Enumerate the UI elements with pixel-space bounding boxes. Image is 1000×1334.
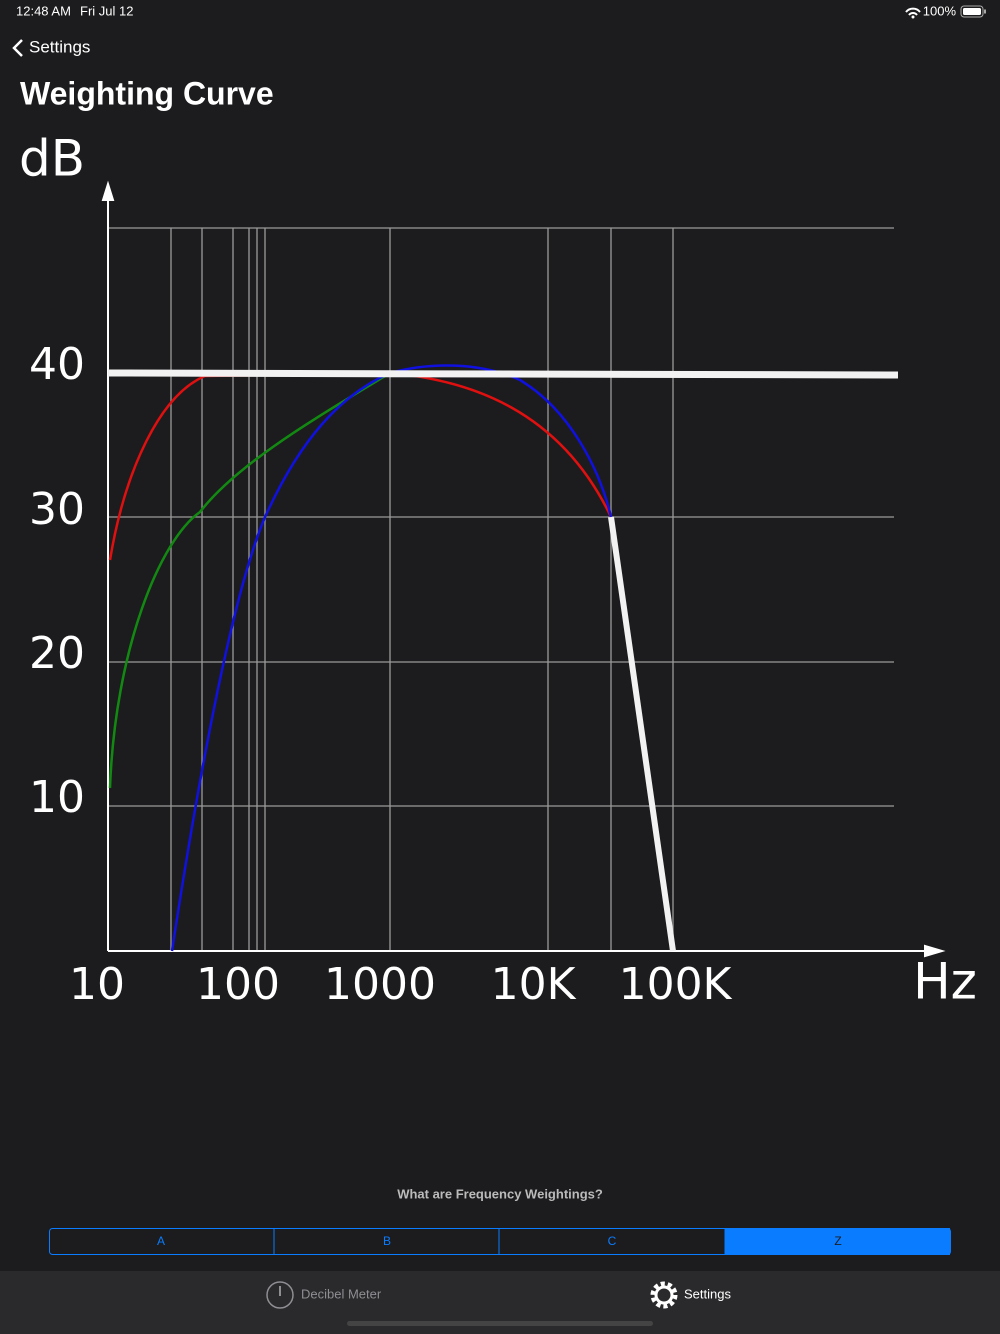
back-button[interactable]: Settings <box>12 37 90 57</box>
tab-label[interactable]: Decibel Meter <box>301 1286 382 1301</box>
y-tick-label: 30 <box>29 484 85 535</box>
axis-labels: dB Hz 40 30 20 10 10 100 1000 10K 100K <box>19 130 977 1011</box>
weighting-chart <box>108 227 894 951</box>
back-label[interactable]: Settings <box>29 37 90 56</box>
segment-border <box>49 1228 951 1255</box>
x-tick-label: 100K <box>619 959 733 1010</box>
y-tick-label: 40 <box>29 339 85 390</box>
z-rolloff <box>608 516 676 952</box>
y-arrow <box>101 180 115 201</box>
status-time: 12:48 AM <box>16 3 71 18</box>
b-curve <box>108 371 391 789</box>
x-arrow <box>924 944 946 958</box>
segment-selected-bg <box>725 1228 950 1255</box>
home-indicator <box>347 1321 653 1326</box>
segment[interactable]: B <box>383 1234 391 1248</box>
segmented-control: A B C Z <box>49 1228 951 1255</box>
axes <box>101 180 946 958</box>
status-battery: 100% <box>923 3 957 18</box>
x-tick-label: 10K <box>491 959 577 1010</box>
tab-settings[interactable]: Settings <box>650 1281 731 1309</box>
segment[interactable]: Z <box>834 1234 841 1248</box>
c-curve <box>170 364 613 952</box>
segment[interactable]: C <box>608 1234 617 1248</box>
y-tick-label: 20 <box>29 628 85 679</box>
x-axis-label: Hz <box>913 953 977 1011</box>
wifi-icon <box>905 7 921 16</box>
battery-tip <box>984 9 986 14</box>
page-title: Weighting Curve <box>20 75 274 111</box>
battery-icon <box>960 5 984 18</box>
info-link[interactable]: What are Frequency Weightings? <box>397 1186 603 1201</box>
segment[interactable]: A <box>157 1234 165 1248</box>
x-tick-label: 10 <box>69 959 125 1010</box>
wifi-dot <box>911 15 915 19</box>
battery-level <box>963 8 981 15</box>
y-axis-label: dB <box>19 130 85 188</box>
x-tick-label: 1000 <box>324 959 436 1010</box>
y-tick-label: 10 <box>29 772 85 823</box>
tab-decibel[interactable]: Decibel Meter <box>266 1281 382 1309</box>
x-tick-label: 100 <box>196 959 280 1010</box>
tab-label[interactable]: Settings <box>684 1286 731 1301</box>
status-date: Fri Jul 12 <box>80 3 133 18</box>
a-curve <box>108 371 613 561</box>
z-curve <box>107 369 899 379</box>
